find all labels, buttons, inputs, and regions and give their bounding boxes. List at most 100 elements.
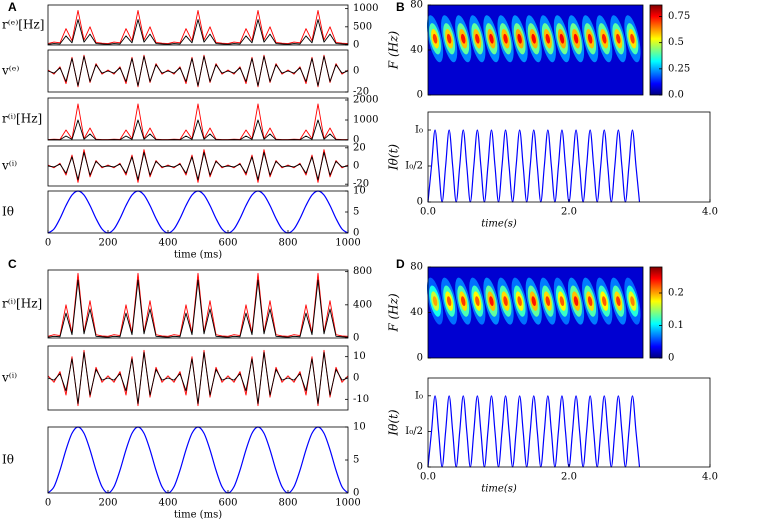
spectral-blob (531, 296, 536, 307)
spectral-blob (432, 33, 438, 44)
spectral-blob (573, 296, 579, 307)
x-tick-label: 200 (98, 498, 117, 509)
y-tick-label: I₀ (415, 125, 423, 136)
spectral-blob (630, 33, 635, 44)
panel-label: C (8, 257, 17, 271)
spectral-blob (489, 33, 494, 44)
colorbar-tick-label: 0.75 (668, 11, 690, 22)
y-tick-label: 2000 (353, 95, 378, 106)
data-line (47, 279, 349, 338)
spectral-blob (573, 33, 579, 44)
data-line (47, 151, 349, 181)
y-tick-label: 0 (353, 228, 359, 239)
data-line (47, 351, 349, 405)
x-tick-label: 2.0 (561, 472, 577, 483)
spectral-blob (545, 296, 551, 307)
x-tick-label: 1000 (335, 498, 360, 509)
plot-frame (427, 111, 711, 203)
spectral-blob (517, 33, 522, 44)
y-tick-label: 20 (353, 142, 366, 153)
data-line (47, 19, 349, 45)
spectral-blob (489, 296, 494, 307)
y-tick-label: 0 (353, 161, 359, 172)
x-tick-label: 800 (278, 238, 297, 249)
y-axis-label: Iθ (2, 205, 14, 219)
spectral-blob (446, 33, 452, 44)
y-tick-label: I₀ (415, 390, 423, 401)
spectral-blob (559, 33, 565, 44)
spectral-blob (446, 296, 452, 307)
x-axis-label: time(s) (481, 219, 517, 230)
colorbar (649, 4, 663, 96)
x-axis-label: time (ms) (174, 250, 222, 261)
panel-label: D (396, 257, 405, 271)
y-tick-label: 5 (353, 207, 359, 218)
plot-frame (427, 377, 711, 468)
spectral-blob (630, 296, 635, 307)
x-tick-label: 4.0 (702, 207, 718, 218)
spectral-blob (587, 33, 593, 44)
spectral-blob (545, 33, 551, 44)
y-axis-label: r⁽ⁱ⁾[Hz] (2, 112, 42, 126)
spectral-blob (461, 296, 466, 307)
y-tick-label: 800 (353, 266, 372, 277)
x-axis-label: time(s) (481, 484, 517, 495)
spectral-blob (602, 33, 607, 44)
colorbar-tick-label: 0.25 (668, 63, 690, 74)
y-tick-label: -20 (353, 179, 369, 190)
y-axis-label: r⁽ᵉ⁾[Hz] (2, 18, 44, 32)
y-axis-label: v⁽ⁱ⁾ (1, 159, 17, 173)
data-line (47, 103, 348, 141)
y-tick-label: 80 (410, 0, 423, 11)
y-tick-label: 500 (353, 21, 372, 32)
y-tick-label: 80 (410, 262, 423, 273)
data-line (47, 349, 349, 407)
y-tick-label: 0 (353, 488, 359, 499)
x-tick-label: 1000 (335, 238, 360, 249)
y-axis-label: Iθ(t) (387, 409, 401, 436)
x-tick-label: 400 (158, 238, 177, 249)
x-tick-label: 0 (45, 238, 51, 249)
panel-label: B (396, 0, 405, 14)
y-tick-label: 0 (417, 462, 423, 473)
panel-label: A (8, 0, 17, 14)
y-tick-label: 10 (353, 351, 366, 362)
x-tick-label: 200 (98, 238, 117, 249)
y-tick-label: 40 (410, 307, 423, 318)
y-tick-label: 0 (417, 353, 423, 364)
spectral-blob (461, 33, 466, 44)
plot-frame (47, 4, 349, 46)
y-axis-label: Iθ (2, 453, 14, 467)
y-axis-label: F (Hz) (387, 31, 401, 71)
y-tick-label: I₀/2 (405, 161, 423, 172)
y-tick-label: 10 (353, 186, 366, 197)
spectral-blob (559, 296, 565, 307)
y-tick-label: 0 (353, 333, 359, 344)
y-tick-label: 0 (353, 135, 359, 146)
y-axis-label: v⁽ⁱ⁾ (1, 371, 17, 385)
spectral-blob (602, 296, 607, 307)
x-tick-label: 0.0 (420, 472, 436, 483)
y-tick-label: 0 (353, 373, 359, 384)
spectral-blob (616, 296, 621, 307)
colorbar-tick-label: 0 (668, 353, 674, 364)
x-tick-label: 2.0 (561, 207, 577, 218)
colorbar-tick-label: 0.5 (668, 37, 684, 48)
plot-frame (47, 97, 349, 141)
y-tick-label: 10 (353, 422, 366, 433)
y-axis-label: Iθ(t) (387, 144, 401, 171)
spectral-blob (503, 33, 508, 44)
x-tick-label: 400 (158, 498, 177, 509)
spectral-blob (616, 33, 621, 44)
y-tick-label: 5 (353, 455, 359, 466)
colorbar-tick-label: 0.2 (668, 288, 684, 299)
y-tick-label: 0 (353, 66, 359, 77)
y-axis-label: r⁽ⁱ⁾[Hz] (2, 297, 42, 311)
data-line (427, 395, 641, 468)
spectral-blob (531, 33, 536, 44)
data-line (47, 54, 349, 88)
data-line (47, 149, 349, 183)
data-line (47, 426, 349, 494)
spectral-blob (432, 296, 438, 307)
